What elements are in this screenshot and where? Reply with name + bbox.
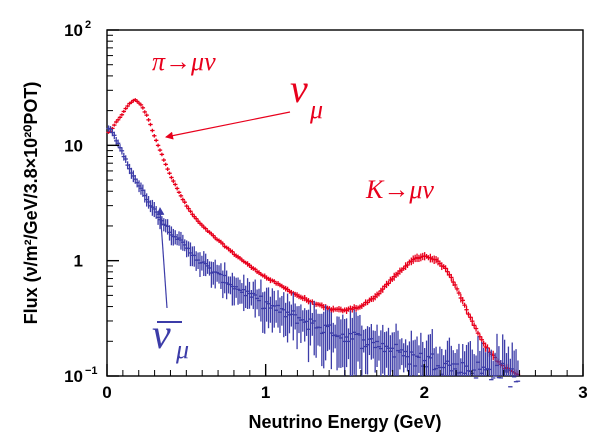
x-tick-label: 0 <box>102 383 111 402</box>
y-tick-label: 10 <box>64 136 83 155</box>
numu-arrow <box>165 111 291 140</box>
numu-label: ν μ <box>290 66 323 124</box>
y-tick-exponent: −1 <box>85 365 98 377</box>
y-tick-label: 10 <box>64 21 83 40</box>
y-tick-label: 10 <box>64 367 83 386</box>
x-axis-title: Neutrino Energy (GeV) <box>248 412 441 432</box>
numu-symbol: ν <box>290 66 308 111</box>
y-tick-label: 1 <box>74 252 83 271</box>
anti-numu-arrow <box>156 207 168 309</box>
anti-numu-symbol: ν <box>152 312 171 358</box>
x-tick-label: 1 <box>261 383 270 402</box>
x-tick-label: 3 <box>578 383 587 402</box>
x-tick-label: 2 <box>420 383 429 402</box>
series-layer <box>106 98 521 388</box>
numu-subscript: μ <box>309 95 323 124</box>
k-decay-label: K→μν <box>365 175 434 204</box>
pi-decay-label: π→μν <box>152 47 216 76</box>
anti-numu-label: ν μ <box>152 312 189 364</box>
series-anti-numu <box>106 125 521 388</box>
anti-numu-subscript: μ <box>175 335 189 364</box>
y-axis-title: Flux (ν/m²/GeV/3.8×10²⁰POT) <box>21 82 41 325</box>
y-tick-exponent: 2 <box>85 19 91 31</box>
